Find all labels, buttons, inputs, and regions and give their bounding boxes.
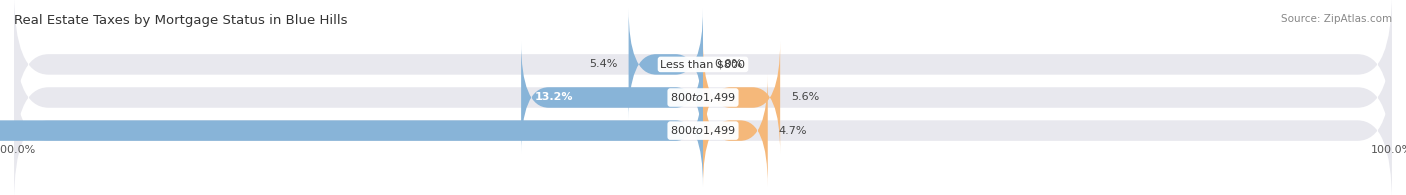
- Text: Less than $800: Less than $800: [661, 59, 745, 69]
- Text: 4.7%: 4.7%: [779, 126, 807, 136]
- FancyBboxPatch shape: [0, 75, 703, 186]
- Text: 100.0%: 100.0%: [0, 145, 35, 155]
- FancyBboxPatch shape: [522, 42, 703, 153]
- FancyBboxPatch shape: [14, 25, 1392, 170]
- FancyBboxPatch shape: [703, 42, 780, 153]
- Text: 100.0%: 100.0%: [1371, 145, 1406, 155]
- Text: 0.0%: 0.0%: [714, 59, 742, 69]
- FancyBboxPatch shape: [14, 0, 1392, 137]
- FancyBboxPatch shape: [703, 75, 768, 186]
- FancyBboxPatch shape: [628, 9, 703, 120]
- Text: $800 to $1,499: $800 to $1,499: [671, 124, 735, 137]
- Text: Source: ZipAtlas.com: Source: ZipAtlas.com: [1281, 14, 1392, 24]
- Text: 5.6%: 5.6%: [792, 92, 820, 103]
- Text: 5.4%: 5.4%: [589, 59, 617, 69]
- Text: 13.2%: 13.2%: [534, 92, 574, 103]
- FancyBboxPatch shape: [14, 58, 1392, 195]
- Text: $800 to $1,499: $800 to $1,499: [671, 91, 735, 104]
- Text: Real Estate Taxes by Mortgage Status in Blue Hills: Real Estate Taxes by Mortgage Status in …: [14, 14, 347, 27]
